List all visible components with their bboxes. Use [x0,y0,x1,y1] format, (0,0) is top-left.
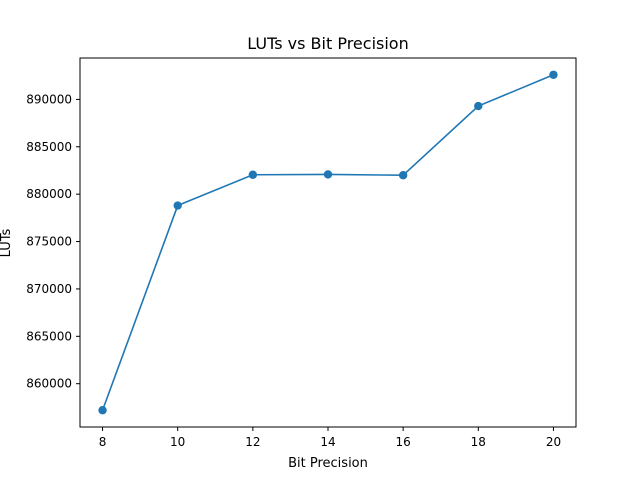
x-axis-label: Bit Precision [288,456,368,471]
data-point [173,201,182,210]
plot-area [98,70,558,415]
y-tick-label: 860000 [26,377,72,391]
y-tick-label: 885000 [26,140,72,154]
x-tick-label: 10 [170,435,185,449]
chart-title: LUTs vs Bit Precision [247,34,408,53]
data-point [98,406,107,415]
data-point [248,170,258,179]
data-point [549,70,558,79]
y-tick-label: 875000 [26,235,72,249]
x-tick-label: 8 [99,435,107,449]
x-tick-label: 20 [546,435,561,449]
y-tick-label: 890000 [26,92,72,106]
data-point [398,171,408,180]
y-axis: 860000 865000 870000 875000 880000 885000 8900… [26,92,80,391]
y-tick-label: 870000 [26,282,72,296]
y-tick-label: 880000 [26,187,72,201]
x-tick-label: 12 [245,435,260,449]
y-axis-label: LUTs [0,228,14,257]
x-axis: 8 10 12 14 16 18 20 [99,427,561,449]
y-tick-label: 865000 [26,329,72,343]
x-tick-label: 16 [396,435,411,449]
data-point [474,101,483,111]
x-tick-label: 18 [471,435,486,449]
x-tick-label: 14 [320,435,335,449]
data-point [323,170,333,179]
